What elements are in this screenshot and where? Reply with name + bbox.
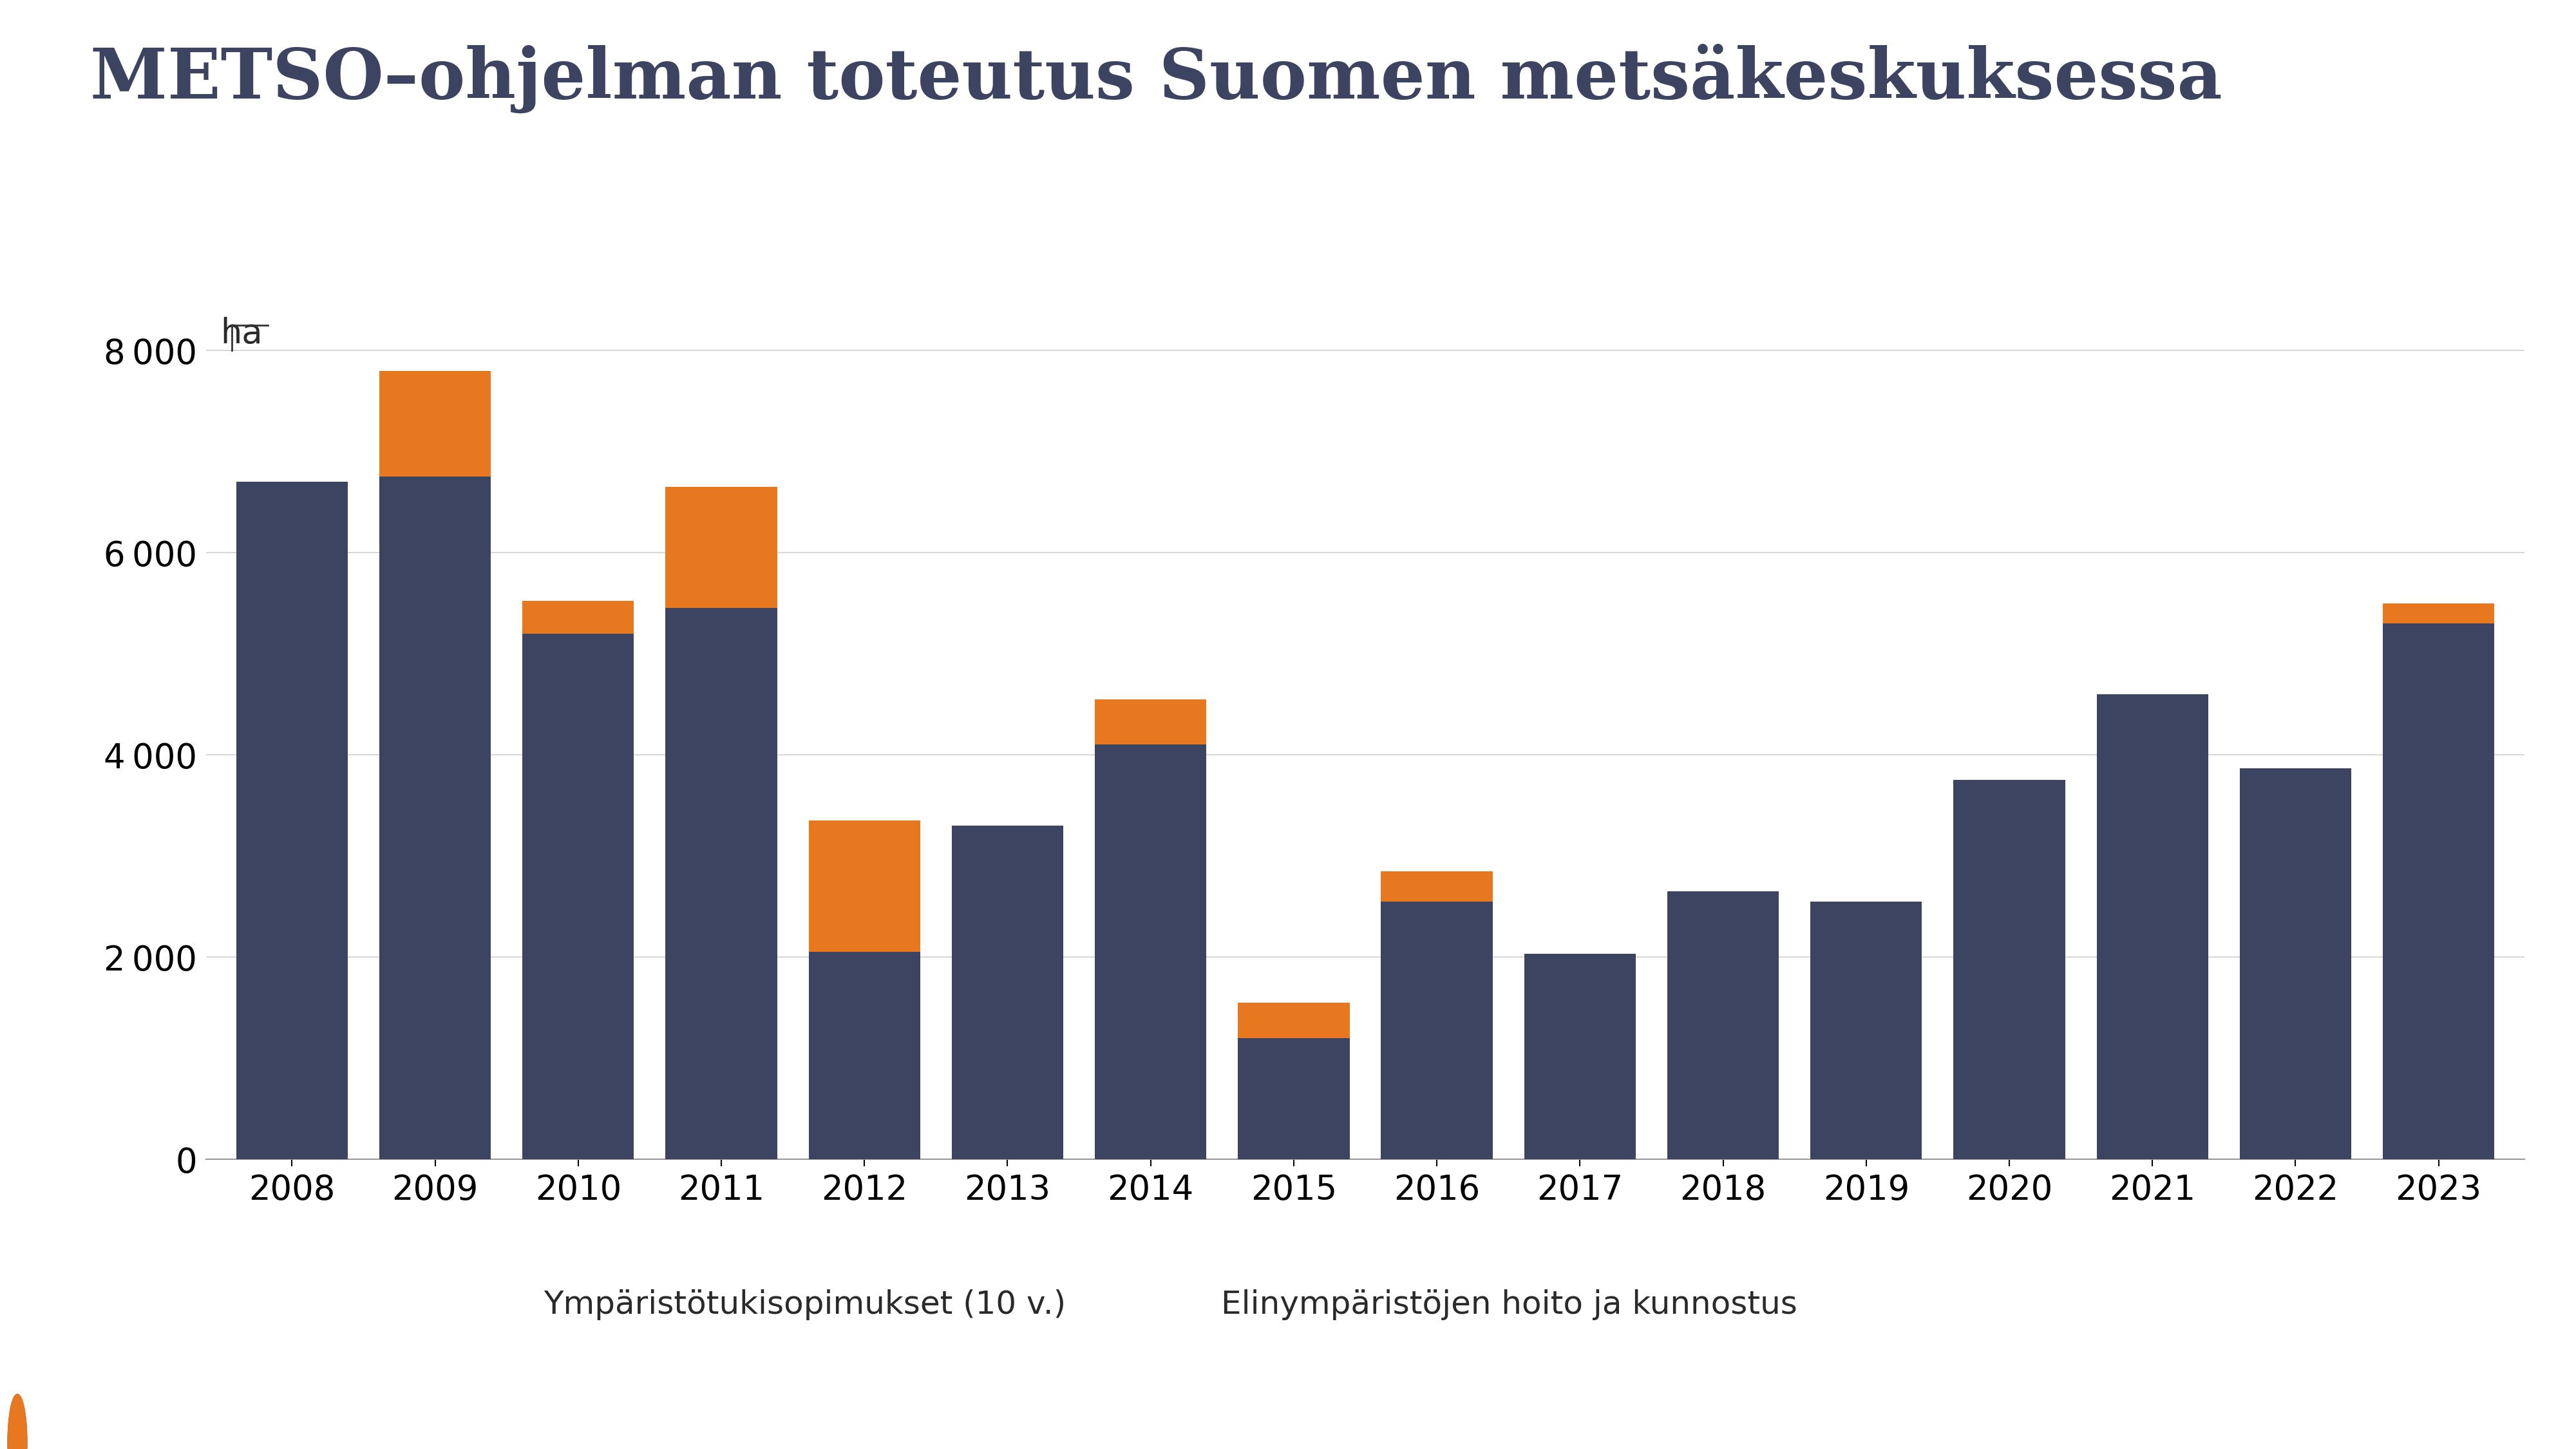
Bar [809,952,920,1159]
Bar [2383,603,2494,623]
Text: METSO–ohjelman toteutus Suomen metsäkeskuksessa: METSO–ohjelman toteutus Suomen metsäkesk… [90,43,2223,113]
Bar [523,601,634,633]
Bar [2097,694,2208,1159]
Bar [1525,953,1636,1159]
Bar [1811,901,1922,1159]
Bar [1953,780,2066,1159]
Bar [1095,700,1206,745]
Text: ha: ha [222,317,263,351]
Bar [1239,1003,1350,1037]
Bar [379,477,492,1159]
Legend: Ympäristötukisopimukset (10 v.), Elinympäristöjen hoito ja kunnostus: Ympäristötukisopimukset (10 v.), Elinymp… [469,1274,1798,1335]
Bar [1095,745,1206,1159]
Bar [665,487,778,609]
Bar [809,820,920,952]
Bar [237,483,348,1159]
Bar [1381,901,1492,1159]
Bar [523,633,634,1159]
Bar [2383,623,2494,1159]
Bar [1381,871,1492,901]
Bar [1667,891,1780,1159]
Bar [1239,1037,1350,1159]
Bar [2239,768,2352,1159]
Bar [665,609,778,1159]
Bar [951,826,1064,1159]
Bar [379,371,492,477]
